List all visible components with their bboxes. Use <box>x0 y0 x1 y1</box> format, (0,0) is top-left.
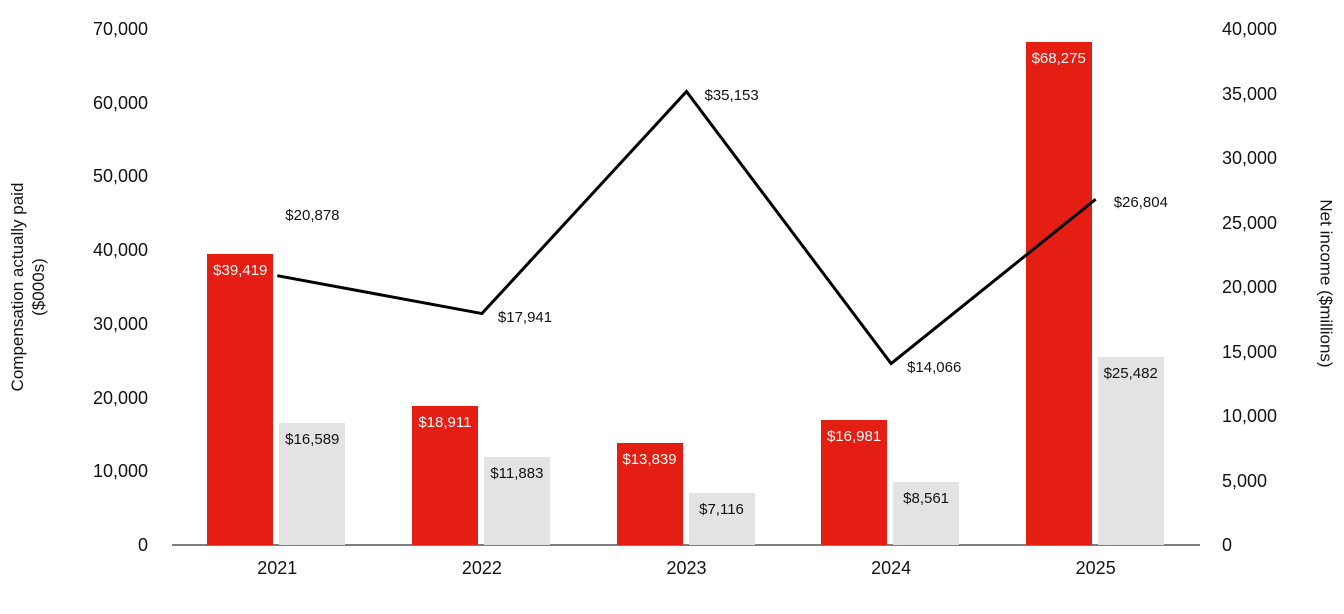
left-axis-title: Compensation actually paid ($000s) <box>7 137 49 437</box>
right-axis-tick: 35,000 <box>1222 83 1278 104</box>
net-income-line <box>277 89 1097 366</box>
right-axis-tick: 10,000 <box>1222 406 1278 426</box>
net-income-value-label-2022: $17,941 <box>497 308 553 326</box>
right-axis-tick: 15,000 <box>1222 341 1278 362</box>
right-axis-tick: 0 <box>1222 535 1233 555</box>
compensation-actually-paid-bar-2023: $13,839 <box>616 442 683 545</box>
right-axis-tick: 5,000 <box>1222 470 1268 491</box>
right-axis-tick: 30,000 <box>1222 148 1278 168</box>
secondary-compensation-bar-2022: $11,883 <box>483 457 550 545</box>
left-axis-tick: 40,000 <box>92 240 148 261</box>
x-axis-label-2021: 2021 <box>257 558 298 578</box>
left-axis-tick: 60,000 <box>92 92 148 113</box>
compensation-actually-paid-value-label: $68,275 <box>1031 49 1086 67</box>
secondary-compensation-value-label: $7,116 <box>699 500 744 518</box>
x-axis-label-2025: 2025 <box>1075 558 1116 578</box>
left-axis-tick: 50,000 <box>92 166 148 187</box>
net-income-value-label-2024: $14,066 <box>907 358 962 376</box>
secondary-compensation-value-label: $8,561 <box>903 489 950 507</box>
secondary-compensation-value-label: $11,883 <box>490 465 544 483</box>
left-axis-tick: 30,000 <box>92 313 148 334</box>
x-axis-label-2022: 2022 <box>461 558 502 578</box>
compensation-actually-paid-bar-2021: $39,419 <box>207 254 274 545</box>
secondary-compensation-bar-2025: $25,482 <box>1097 357 1164 545</box>
right-axis-tick: 25,000 <box>1222 212 1278 233</box>
secondary-compensation-value-label: $16,589 <box>285 430 340 448</box>
left-axis-title-line1: Compensation actually paid <box>8 182 27 392</box>
left-axis-title-line2: ($000s) <box>29 258 48 316</box>
compensation-actually-paid-bar-2022: $18,911 <box>411 405 478 545</box>
left-axis-tick: 10,000 <box>92 461 148 482</box>
net-income-value-label-2021: $20,878 <box>285 206 340 224</box>
x-axis-line <box>172 544 1200 546</box>
net-income-value-label-2023: $35,153 <box>704 86 759 104</box>
net-income-value-label-2025: $26,804 <box>1113 194 1168 212</box>
compensation-actually-paid-value-label: $13,839 <box>622 450 677 468</box>
compensation-actually-paid-value-label: $39,419 <box>213 262 268 280</box>
left-axis-tick: 0 <box>137 535 148 555</box>
left-axis-tick: 20,000 <box>92 387 148 408</box>
secondary-compensation-bar-2023: $7,116 <box>688 492 755 545</box>
secondary-compensation-bar-2021: $16,589 <box>279 422 346 545</box>
compensation-actually-paid-bar-2024: $16,981 <box>821 419 888 545</box>
x-axis-label-2023: 2023 <box>666 558 707 578</box>
compensation-actually-paid-bar-2025: $68,275 <box>1025 41 1092 545</box>
right-axis-tick: 20,000 <box>1222 277 1278 297</box>
secondary-compensation-bar-2024: $8,561 <box>893 481 960 545</box>
compensation-actually-paid-value-label: $16,981 <box>826 427 882 445</box>
right-axis-tick: 40,000 <box>1222 19 1278 39</box>
secondary-compensation-value-label: $25,482 <box>1103 365 1158 383</box>
left-axis-tick: 70,000 <box>92 19 148 39</box>
compensation-actually-paid-value-label: $18,911 <box>418 413 472 431</box>
x-axis-label-2024: 2024 <box>871 558 912 578</box>
